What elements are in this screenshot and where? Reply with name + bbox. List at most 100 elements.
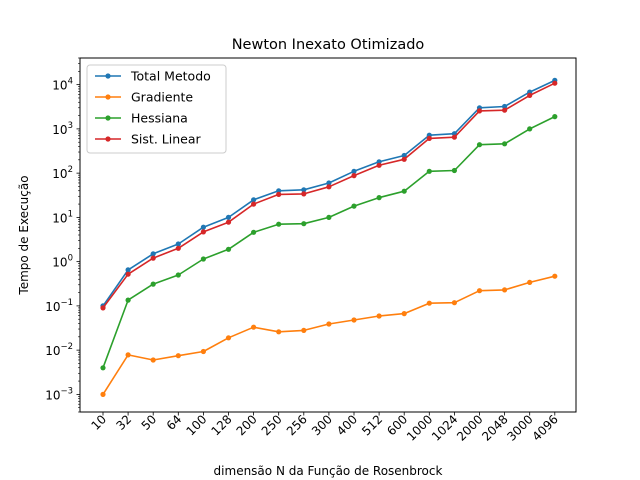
legend-marker-gradiente bbox=[105, 94, 111, 100]
data-point-total-metodo bbox=[351, 168, 357, 174]
data-point-sist-linear bbox=[351, 173, 357, 179]
y-tick-label: 100 bbox=[52, 254, 73, 270]
data-point-gradiente bbox=[251, 324, 257, 330]
y-axis: 10−3 10−2 10−1 100 101 102 103 104 bbox=[45, 57, 80, 413]
legend-frame bbox=[86, 64, 227, 154]
data-point-total-metodo bbox=[251, 197, 257, 203]
data-point-gradiente bbox=[150, 357, 156, 363]
data-point-sist-linear bbox=[276, 191, 282, 197]
data-point-gradiente bbox=[175, 353, 181, 359]
x-tick-label: 1024 bbox=[429, 412, 460, 443]
x-tick-label: 50 bbox=[139, 412, 160, 433]
data-point-hessiana bbox=[301, 221, 307, 227]
data-point-total-metodo bbox=[301, 187, 307, 193]
x-tick-label: 256 bbox=[284, 412, 310, 438]
data-point-hessiana bbox=[376, 195, 382, 201]
x-tick-label: 2048 bbox=[479, 412, 510, 443]
data-point-hessiana bbox=[326, 214, 332, 220]
data-point-total-metodo bbox=[125, 267, 131, 273]
data-point-gradiente bbox=[100, 391, 106, 397]
data-point-total-metodo bbox=[502, 103, 508, 110]
data-point-hessiana bbox=[552, 114, 558, 120]
legend-marker-hessiana bbox=[105, 115, 111, 121]
x-axis-label: dimensão N da Função de Rosenbrock bbox=[214, 464, 443, 478]
data-point-gradiente bbox=[376, 313, 382, 319]
data-point-hessiana bbox=[100, 365, 106, 371]
legend-marker-sist-linear bbox=[105, 136, 111, 142]
data-point-sist-linear bbox=[301, 191, 307, 197]
y-tick-label: 10−3 bbox=[45, 386, 73, 402]
x-tick-label: 3000 bbox=[504, 412, 535, 443]
data-point-gradiente bbox=[476, 288, 483, 294]
x-tick-label: 512 bbox=[359, 412, 385, 438]
data-point-hessiana bbox=[276, 221, 282, 227]
data-point-gradiente bbox=[200, 348, 206, 355]
data-point-gradiente bbox=[502, 287, 508, 293]
data-point-gradiente bbox=[225, 335, 232, 341]
x-axis: 10 32 50 64 100 128 200 250 256 300 400 512 60010001… bbox=[88, 412, 561, 444]
data-point-gradiente bbox=[552, 273, 558, 279]
data-point-sist-linear bbox=[401, 156, 407, 162]
chart-title: Newton Inexato Otimizado bbox=[232, 37, 425, 53]
data-point-hessiana bbox=[451, 167, 457, 174]
data-point-gradiente bbox=[351, 317, 357, 323]
y-tick-label: 10−2 bbox=[45, 342, 73, 358]
x-tick-label: 100 bbox=[183, 412, 209, 438]
x-tick-label: 200 bbox=[234, 412, 260, 438]
x-tick-label: 400 bbox=[334, 412, 360, 438]
data-point-sist-linear bbox=[150, 255, 156, 261]
x-tick-label: 64 bbox=[164, 412, 185, 433]
data-point-total-metodo bbox=[150, 251, 156, 257]
data-point-hessiana bbox=[251, 229, 257, 235]
data-point-sist-linear bbox=[476, 108, 483, 114]
data-point-sist-linear bbox=[200, 229, 206, 235]
series-line-hessiana bbox=[102, 115, 556, 369]
data-point-hessiana bbox=[175, 272, 181, 278]
data-point-hessiana bbox=[502, 141, 508, 147]
plot-area bbox=[100, 77, 558, 397]
data-point-hessiana bbox=[225, 246, 232, 252]
data-point-sist-linear bbox=[100, 305, 106, 311]
data-point-sist-linear bbox=[225, 219, 232, 225]
data-point-sist-linear bbox=[552, 80, 558, 86]
x-tick-label: 2000 bbox=[454, 412, 485, 443]
legend-label-gradiente: Gradiente bbox=[131, 90, 193, 105]
data-point-hessiana bbox=[150, 281, 156, 287]
data-point-hessiana bbox=[476, 142, 483, 148]
data-point-gradiente bbox=[527, 279, 533, 285]
data-point-hessiana bbox=[351, 203, 357, 209]
data-point-sist-linear bbox=[175, 245, 181, 251]
data-point-total-metodo bbox=[326, 180, 332, 186]
data-point-sist-linear bbox=[426, 135, 432, 141]
y-tick-label: 102 bbox=[52, 165, 73, 181]
x-tick-label: 250 bbox=[259, 412, 285, 438]
y-tick-label: 103 bbox=[52, 121, 73, 137]
data-point-sist-linear bbox=[527, 92, 533, 98]
legend-label-total-metodo: Total Metodo bbox=[130, 69, 211, 84]
data-point-sist-linear bbox=[451, 134, 457, 140]
data-point-gradiente bbox=[326, 321, 332, 327]
data-point-gradiente bbox=[426, 300, 432, 306]
x-tick-label: 1000 bbox=[404, 412, 435, 443]
data-point-sist-linear bbox=[326, 184, 332, 190]
data-point-hessiana bbox=[527, 126, 533, 132]
x-tick-label: 4096 bbox=[529, 412, 560, 443]
data-point-sist-linear bbox=[125, 271, 131, 277]
legend-label-hessiana: Hessiana bbox=[131, 111, 188, 126]
data-point-total-metodo bbox=[225, 214, 232, 220]
x-tick-label: 300 bbox=[309, 412, 335, 438]
x-tick-label: 32 bbox=[114, 412, 135, 433]
legend-marker-total-metodo bbox=[105, 73, 111, 79]
data-point-hessiana bbox=[125, 297, 131, 303]
data-point-gradiente bbox=[301, 327, 307, 333]
data-point-gradiente bbox=[401, 311, 407, 317]
series-line-gradiente bbox=[102, 275, 555, 395]
data-point-gradiente bbox=[276, 329, 282, 335]
data-point-total-metodo bbox=[401, 152, 407, 159]
data-point-hessiana bbox=[401, 188, 407, 194]
x-tick-label: 128 bbox=[209, 412, 235, 438]
data-point-total-metodo bbox=[200, 224, 206, 230]
data-point-hessiana bbox=[426, 168, 432, 174]
data-point-total-metodo bbox=[276, 188, 282, 194]
